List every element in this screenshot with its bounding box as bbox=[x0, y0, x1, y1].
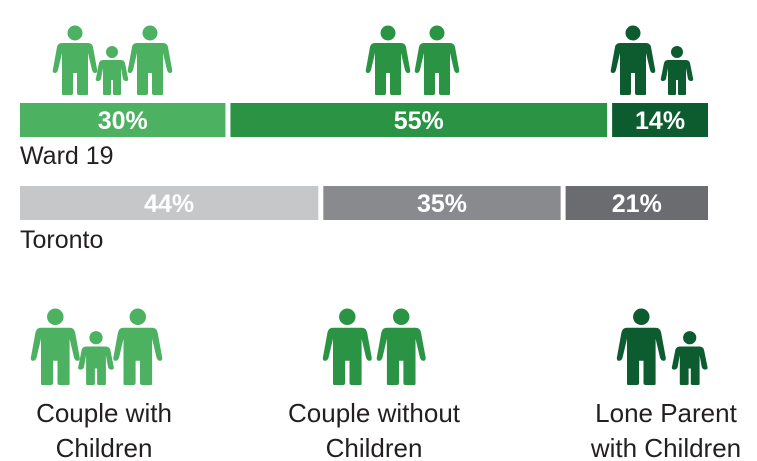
bar-segment bbox=[612, 103, 708, 137]
category-label: Couple with bbox=[36, 398, 172, 428]
bar-value-label: 30% bbox=[98, 107, 148, 135]
bar-value-label: 35% bbox=[417, 190, 467, 218]
bar-segment bbox=[230, 103, 608, 137]
adult-figure bbox=[52, 25, 98, 95]
bar-value-label: 44% bbox=[144, 190, 194, 218]
bar-value-label: 14% bbox=[635, 107, 685, 135]
adult-figure bbox=[616, 308, 666, 385]
category-label: Lone Parent bbox=[595, 398, 737, 428]
category-label: Couple without bbox=[288, 398, 461, 428]
adult-figure bbox=[322, 308, 372, 385]
child-figure bbox=[671, 331, 708, 385]
series-label: Ward 19 bbox=[20, 142, 114, 170]
bar-value-label: 55% bbox=[394, 107, 444, 135]
bar-segment bbox=[565, 186, 708, 220]
bar-value-label: 21% bbox=[612, 190, 662, 218]
adult-figure bbox=[376, 308, 426, 385]
bar-segment bbox=[20, 186, 319, 220]
child-figure bbox=[78, 331, 114, 385]
top-two-adults-icon bbox=[365, 25, 460, 95]
adult-figure bbox=[610, 25, 656, 95]
child-figure bbox=[660, 46, 694, 95]
top-two-adults-one-child-icon bbox=[52, 25, 173, 95]
top-one-adult-one-child-icon bbox=[610, 25, 694, 95]
adult-figure bbox=[414, 25, 460, 95]
adult-figure bbox=[365, 25, 411, 95]
category-label: Children bbox=[326, 433, 423, 461]
legend-one-adult-one-child-icon bbox=[616, 308, 708, 385]
adult-figure bbox=[113, 308, 163, 385]
legend-two-adults-one-child-icon bbox=[30, 308, 163, 385]
adult-figure bbox=[127, 25, 173, 95]
child-figure bbox=[95, 46, 129, 95]
legend-two-adults-icon bbox=[322, 308, 426, 385]
adult-figure bbox=[30, 308, 80, 385]
bar-segment bbox=[323, 186, 561, 220]
bar-segment bbox=[20, 103, 226, 137]
category-label: with Children bbox=[590, 433, 741, 461]
category-label: Children bbox=[56, 433, 153, 461]
series-label: Toronto bbox=[20, 226, 103, 254]
